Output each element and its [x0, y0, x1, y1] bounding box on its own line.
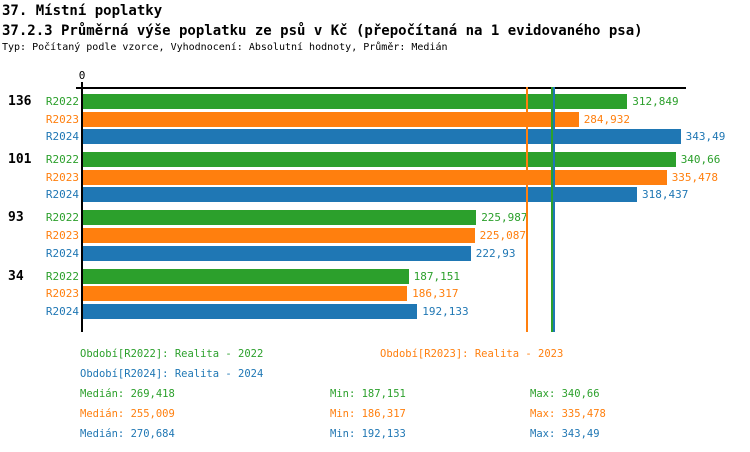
- row-label-R2024: R2024: [45, 188, 79, 202]
- bar-value-R2023-group-101: 335,478: [671, 170, 719, 184]
- median-line-R2022: [550, 87, 553, 332]
- page-title: 37. Místní poplatky: [2, 3, 163, 19]
- row-label-R2023: R2023: [45, 229, 79, 242]
- median-line-R2024: [552, 87, 555, 332]
- row-label-R2022: R2022: [45, 211, 79, 225]
- group-label-93: 93: [8, 210, 24, 226]
- row-label-R2023: R2023: [45, 170, 79, 184]
- row-label-R2022: R2022: [45, 153, 79, 167]
- legend-item-R2023: Období[R2023]: Realita - 2023: [380, 348, 564, 360]
- x-axis-zero-label: 0: [78, 69, 86, 82]
- row-label-R2024: R2024: [45, 304, 79, 318]
- bar-value-R2024-group-34: 192,133: [422, 304, 469, 318]
- median-line-R2023: [525, 87, 528, 332]
- group-label-101: 101: [8, 152, 32, 168]
- stat-max-R2024: Max: 343,49: [530, 428, 600, 440]
- bar-R2023-group-34: [83, 286, 408, 302]
- x-axis-zero-tick: [81, 82, 83, 88]
- row-label-R2024: R2024: [45, 130, 79, 144]
- stat-max-R2023: Max: 335,478: [530, 408, 606, 420]
- bar-value-R2022-group-93: 225,987: [481, 211, 528, 225]
- stat-min-R2024: Min: 192,133: [330, 428, 406, 440]
- bar-R2023-group-101: [83, 169, 667, 185]
- group-label-34: 34: [8, 268, 24, 284]
- legend-item-R2022: Období[R2022]: Realita - 2022: [80, 348, 264, 360]
- bar-value-R2022-group-101: 340,66: [680, 153, 721, 167]
- stat-median-R2023: Medián: 255,009: [80, 408, 175, 420]
- bar-value-R2024-group-136: 343,49: [685, 130, 726, 144]
- legend-item-R2024: Období[R2024]: Realita - 2024: [80, 368, 264, 380]
- bar-R2024-group-101: [83, 187, 637, 203]
- stat-median-R2022: Medián: 269,418: [80, 388, 175, 400]
- bar-R2024-group-136: [83, 129, 681, 145]
- row-label-R2024: R2024: [45, 246, 79, 260]
- stat-min-R2022: Min: 187,151: [330, 388, 406, 400]
- bar-value-R2024-group-93: 222,93: [475, 246, 516, 260]
- bar-value-R2024-group-101: 318,437: [642, 188, 689, 202]
- bar-value-R2022-group-34: 187,151: [413, 269, 460, 283]
- group-label-136: 136: [8, 94, 32, 109]
- stat-min-R2023: Min: 186,317: [330, 408, 406, 420]
- y-axis-line: [81, 87, 83, 332]
- bar-value-R2023-group-34: 186,317: [412, 287, 459, 301]
- x-axis-line: [76, 87, 686, 89]
- stat-max-R2022: Max: 340,66: [530, 388, 600, 400]
- row-label-R2023: R2023: [45, 112, 79, 126]
- stat-median-R2024: Medián: 270,684: [80, 428, 175, 440]
- chart-title: 37.2.3 Průměrná výše poplatku ze psů v K…: [2, 23, 643, 39]
- row-label-R2022: R2022: [45, 269, 79, 283]
- bar-R2024-group-34: [83, 303, 418, 319]
- bar-value-R2023-group-93: 225,087: [479, 229, 526, 242]
- bar-R2024-group-93: [83, 245, 471, 261]
- bar-value-R2023-group-136: 284,932: [583, 112, 631, 126]
- bar-value-R2022-group-136: 312,849: [632, 95, 679, 108]
- bar-R2022-group-34: [83, 268, 409, 284]
- bar-R2023-group-93: [83, 228, 475, 243]
- chart-subtitle: Typ: Počítaný podle vzorce, Vyhodnocení:…: [2, 42, 448, 53]
- row-label-R2023: R2023: [45, 287, 79, 301]
- bar-R2023-group-136: [83, 111, 579, 127]
- row-label-R2022: R2022: [45, 95, 79, 108]
- bar-R2022-group-101: [83, 152, 676, 168]
- bar-R2022-group-93: [83, 210, 477, 226]
- bar-R2022-group-136: [83, 94, 628, 109]
